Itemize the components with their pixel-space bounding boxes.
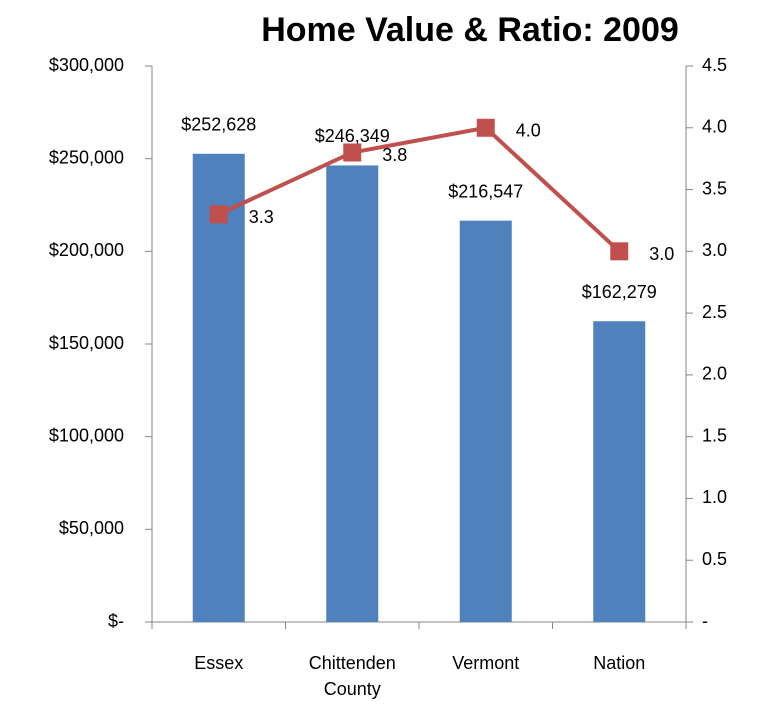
bar (459, 220, 512, 622)
x-tick-label: Nation (593, 653, 646, 673)
y2-tick-label: 3.5 (702, 178, 727, 198)
line-marker (343, 143, 362, 162)
chart-title: Home Value & Ratio: 2009 (261, 11, 679, 49)
y2-tick-label: 4.0 (702, 117, 727, 137)
y-tick-label: $50,000 (59, 518, 124, 538)
bar-label: $246,349 (315, 126, 390, 146)
y2-tick-label: 3.0 (702, 240, 727, 260)
y2-tick-label: 2.5 (702, 302, 727, 322)
x-tick-label: Chittenden County (308, 653, 396, 699)
y-tick-label: $200,000 (49, 240, 124, 260)
y2-tick-label: 0.5 (702, 549, 727, 569)
y-tick-label: $300,000 (49, 55, 124, 75)
line-marker (476, 118, 495, 137)
x-tick-label: Vermont (452, 653, 520, 673)
line-label: 4.0 (516, 121, 541, 141)
y-tick-label: $- (108, 611, 124, 631)
y2-tick-label: 2.0 (702, 364, 727, 384)
y-tick-label: $100,000 (49, 425, 124, 445)
y2-tick-label: 1.0 (702, 487, 727, 507)
y-tick-label: $250,000 (49, 147, 124, 167)
line-label: 3.0 (649, 244, 674, 264)
y2-tick-label: 1.5 (702, 425, 727, 445)
bar-label: $216,547 (448, 181, 523, 201)
x-tick-label: Essex (194, 653, 244, 673)
line-label: 3.3 (249, 207, 274, 227)
bar-label: $162,279 (582, 282, 657, 302)
y-tick-label: $150,000 (49, 333, 124, 353)
y2-tick-label: - (702, 611, 708, 631)
line (217, 125, 621, 253)
bar-label: $252,628 (181, 115, 256, 135)
bar (326, 165, 379, 623)
bar (192, 153, 245, 622)
bar (593, 321, 646, 622)
y2-tick-label: 4.5 (702, 55, 727, 75)
line-label: 3.8 (382, 145, 407, 165)
line-marker (209, 205, 228, 224)
line-marker (610, 242, 629, 261)
